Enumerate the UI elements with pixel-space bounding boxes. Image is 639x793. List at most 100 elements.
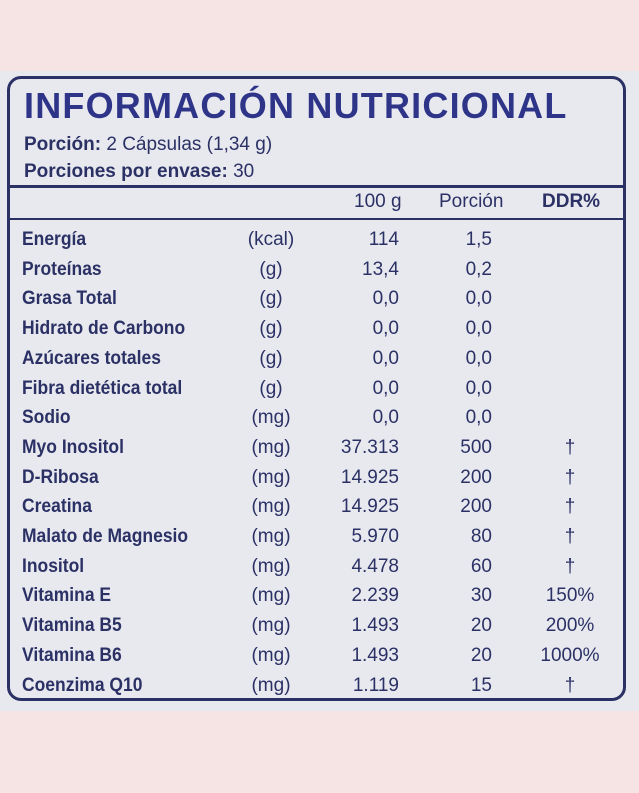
nutrient-row: Hidrato de Carbono (g) 0,0 0,0 xyxy=(10,318,623,346)
nutrient-value-serving: 80 xyxy=(470,526,492,547)
nutrient-row: D-Ribosa (mg) 14.925 200 † xyxy=(10,467,623,495)
column-header-porcion: Porción xyxy=(439,191,504,212)
column-header-100g: 100 g xyxy=(354,191,402,212)
serving-size-value: 2 Cápsulas (1,34 g) xyxy=(106,134,273,155)
nutrient-value-100g: 5.970 xyxy=(351,526,399,547)
nutrient-unit: (g) xyxy=(259,258,283,280)
nutrient-name: Azúcares totales xyxy=(22,347,161,369)
nutrient-unit: (g) xyxy=(259,288,283,310)
nutrient-value-serving: 60 xyxy=(470,555,492,577)
nutrient-row: Myo Inositol (mg) 37.313 500 † xyxy=(10,437,623,465)
nutrient-value-serving: 500 xyxy=(460,436,492,458)
nutrient-name: Malato de Magnesio xyxy=(22,526,189,547)
nutrient-unit: (mg) xyxy=(251,407,291,429)
nutrient-row: Proteínas (g) 13,4 0,2 xyxy=(10,259,623,287)
nutrient-unit: (mg) xyxy=(251,615,291,637)
nutrient-row: Azúcares totales (g) 0,0 0,0 xyxy=(10,348,623,376)
nutrient-name: Creatina xyxy=(22,496,92,518)
nutrient-value-100g: 1.119 xyxy=(352,674,399,696)
nutrient-ddr: † xyxy=(564,674,576,696)
nutrient-unit: (g) xyxy=(259,377,283,399)
nutrient-name: Inositol xyxy=(22,555,85,577)
nutrient-ddr: 200% xyxy=(545,615,595,637)
nutrient-row: Vitamina B6 (mg) 1.493 20 1000% xyxy=(10,645,623,673)
nutrient-row: Malato de Magnesio (mg) 5.970 80 † xyxy=(10,526,623,554)
nutrient-unit: (g) xyxy=(259,347,283,369)
nutrient-value-serving: 200 xyxy=(460,496,492,518)
nutrient-unit: (mg) xyxy=(251,555,291,577)
nutrient-row: Creatina (mg) 14.925 200 † xyxy=(10,496,623,524)
nutrient-name: Hidrato de Carbono xyxy=(22,318,186,340)
nutrient-name: Coenzima Q10 xyxy=(22,674,143,696)
nutrient-value-serving: 0,0 xyxy=(465,407,492,429)
servings-per-container-label: Porciones por envase: xyxy=(24,161,228,182)
nutrient-ddr: † xyxy=(564,555,576,577)
nutrition-facts-box: INFORMACIÓN NUTRICIONAL Porción: 2 Cápsu… xyxy=(7,76,626,701)
nutrient-value-100g: 1.493 xyxy=(351,644,399,666)
nutrient-name: Energía xyxy=(22,229,87,250)
serving-size-label: Porción: xyxy=(24,134,102,155)
nutrient-row: Vitamina E (mg) 2.239 30 150% xyxy=(10,585,623,613)
nutrient-name: Fibra dietética total xyxy=(22,377,183,399)
nutrient-value-100g: 0,0 xyxy=(372,347,399,369)
nutrient-value-100g: 0,0 xyxy=(372,377,399,399)
nutrient-row: Coenzima Q10 (mg) 1.119 15 † xyxy=(10,674,623,699)
nutrient-value-100g: 4.478 xyxy=(351,555,399,577)
nutrient-value-100g: 14.925 xyxy=(340,466,399,488)
nutrient-value-100g: 14.925 xyxy=(340,496,399,518)
nutrient-unit: (mg) xyxy=(251,674,291,696)
nutrient-value-100g: 114 xyxy=(368,229,399,250)
nutrient-value-serving: 0,0 xyxy=(465,288,492,310)
serving-size: Porción: 2 Cápsulas (1,34 g) xyxy=(24,134,272,156)
nutrient-name: Vitamina E xyxy=(22,585,112,607)
nutrient-value-serving: 0,0 xyxy=(465,377,492,399)
nutrient-row: Energía (kcal) 114 1,5 xyxy=(10,229,623,257)
nutrient-value-100g: 13,4 xyxy=(362,258,399,280)
nutrient-ddr: 150% xyxy=(545,585,595,607)
nutrient-value-serving: 0,0 xyxy=(465,347,492,369)
nutrient-row: Fibra dietética total (g) 0,0 0,0 xyxy=(10,378,623,406)
nutrient-row: Grasa Total (g) 0,0 0,0 xyxy=(10,288,623,316)
nutrient-unit: (mg) xyxy=(251,436,291,458)
nutrient-unit: (mg) xyxy=(251,526,291,547)
nutrient-value-serving: 200 xyxy=(460,466,492,488)
nutrient-unit: (mg) xyxy=(251,466,291,488)
nutrition-label-panel: INFORMACIÓN NUTRICIONAL Porción: 2 Cápsu… xyxy=(0,71,639,711)
nutrient-value-serving: 0,0 xyxy=(465,318,492,340)
nutrient-name: Proteínas xyxy=(22,258,102,280)
nutrient-value-serving: 1,5 xyxy=(465,229,492,250)
nutrient-value-100g: 37.313 xyxy=(340,436,399,458)
column-header-ddr: DDR% xyxy=(542,191,601,212)
nutrient-ddr: † xyxy=(564,466,576,488)
nutrient-name: Sodio xyxy=(22,407,71,429)
nutrient-name: Grasa Total xyxy=(22,288,117,310)
nutrient-unit: (g) xyxy=(259,318,283,340)
nutrient-value-100g: 0,0 xyxy=(372,288,399,310)
nutrient-name: Myo Inositol xyxy=(22,436,124,458)
nutrient-value-serving: 20 xyxy=(470,644,492,666)
nutrient-value-serving: 15 xyxy=(470,674,492,696)
nutrient-ddr: † xyxy=(564,526,576,547)
nutrient-value-100g: 1.493 xyxy=(351,615,399,637)
nutrient-name: D-Ribosa xyxy=(22,466,99,488)
nutrient-value-serving: 0,2 xyxy=(465,258,492,280)
nutrient-ddr: † xyxy=(564,496,576,518)
nutrient-unit: (mg) xyxy=(251,496,291,518)
nutrient-value-100g: 2.239 xyxy=(351,585,399,607)
label-title: INFORMACIÓN NUTRICIONAL xyxy=(24,85,568,126)
nutrient-ddr: 1000% xyxy=(540,644,600,666)
nutrient-unit: (kcal) xyxy=(247,229,295,250)
nutrient-value-serving: 30 xyxy=(470,585,492,607)
nutrient-ddr: † xyxy=(564,436,576,458)
nutrient-value-100g: 0,0 xyxy=(372,318,399,340)
servings-per-container-value: 30 xyxy=(233,161,255,182)
nutrient-value-100g: 0,0 xyxy=(372,407,399,429)
nutrient-row: Inositol (mg) 4.478 60 † xyxy=(10,556,623,584)
nutrient-value-serving: 20 xyxy=(470,615,492,637)
servings-per-container: Porciones por envase: 30 xyxy=(24,161,254,183)
nutrient-name: Vitamina B5 xyxy=(22,615,122,637)
nutrient-row: Vitamina B5 (mg) 1.493 20 200% xyxy=(10,615,623,643)
nutrient-row: Sodio (mg) 0,0 0,0 xyxy=(10,407,623,435)
nutrient-name: Vitamina B6 xyxy=(22,644,122,666)
nutrient-unit: (mg) xyxy=(251,585,291,607)
